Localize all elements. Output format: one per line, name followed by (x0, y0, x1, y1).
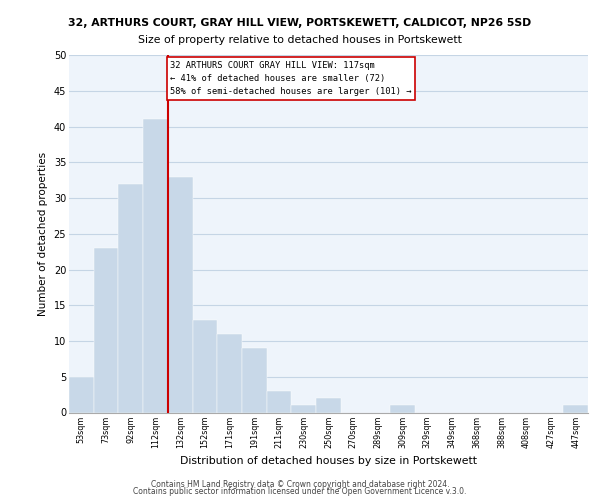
Text: 32, ARTHURS COURT, GRAY HILL VIEW, PORTSKEWETT, CALDICOT, NP26 5SD: 32, ARTHURS COURT, GRAY HILL VIEW, PORTS… (68, 18, 532, 28)
Text: 32 ARTHURS COURT GRAY HILL VIEW: 117sqm
← 41% of detached houses are smaller (72: 32 ARTHURS COURT GRAY HILL VIEW: 117sqm … (170, 60, 412, 96)
Bar (242, 348, 267, 412)
Bar (267, 391, 292, 412)
Text: Contains HM Land Registry data © Crown copyright and database right 2024.: Contains HM Land Registry data © Crown c… (151, 480, 449, 489)
Bar (292, 406, 316, 412)
Bar (69, 377, 94, 412)
Text: Size of property relative to detached houses in Portskewett: Size of property relative to detached ho… (138, 35, 462, 45)
Text: Contains public sector information licensed under the Open Government Licence v.: Contains public sector information licen… (133, 488, 467, 496)
Bar (143, 120, 168, 412)
Y-axis label: Number of detached properties: Number of detached properties (38, 152, 48, 316)
X-axis label: Distribution of detached houses by size in Portskewett: Distribution of detached houses by size … (180, 456, 477, 466)
Bar (316, 398, 341, 412)
Bar (118, 184, 143, 412)
Bar (390, 406, 415, 412)
Bar (168, 176, 193, 412)
Bar (94, 248, 118, 412)
Bar (563, 406, 588, 412)
Bar (193, 320, 217, 412)
Bar (217, 334, 242, 412)
